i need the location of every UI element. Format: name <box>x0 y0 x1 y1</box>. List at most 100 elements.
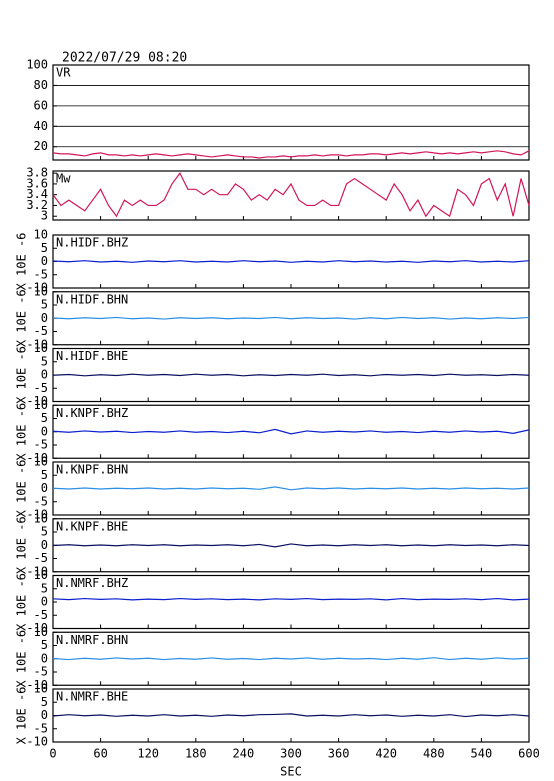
y-tick-label: -5 <box>34 608 48 622</box>
y-tick-label: 10 <box>34 682 48 696</box>
y-axis-label: X 10E -6 <box>15 233 29 291</box>
trace <box>52 657 530 661</box>
x-tick-label: 600 <box>518 747 540 761</box>
chart-title: 2022/07/29 08:20 <box>62 51 187 66</box>
y-axis-label: X 10E -6 <box>15 289 29 347</box>
x-axis-label: SEC <box>280 765 302 779</box>
trace <box>52 260 530 263</box>
y-tick-label: 5 <box>41 411 48 425</box>
y-tick-label: -10 <box>26 621 48 635</box>
y-tick-label: -10 <box>26 735 48 749</box>
x-tick-label: 60 <box>93 747 107 761</box>
trace <box>52 597 530 601</box>
y-tick-label: 0 <box>41 651 48 665</box>
y-tick-label: -5 <box>34 665 48 679</box>
y-tick-label: -10 <box>26 678 48 692</box>
y-tick-label: 10 <box>34 455 48 469</box>
y-tick-label: 0 <box>41 538 48 552</box>
x-tick-label: 540 <box>471 747 493 761</box>
panel-name: N.NMRF.BHE <box>56 690 128 704</box>
y-tick-label: -10 <box>26 281 48 295</box>
panel-name: N.KNPF.BHN <box>56 463 128 477</box>
y-tick-label: 5 <box>41 298 48 312</box>
y-tick-label: 5 <box>41 468 48 482</box>
y-tick-label: 5 <box>41 581 48 595</box>
y-tick-label: 10 <box>34 625 48 639</box>
panel-name: N.HIDF.BHN <box>56 292 128 306</box>
y-tick-label: 3 <box>41 209 48 223</box>
y-tick-label: 0 <box>41 424 48 438</box>
y-tick-label: -10 <box>26 508 48 522</box>
y-tick-label: 3.8 <box>26 166 48 180</box>
x-tick-label: 180 <box>185 747 207 761</box>
y-axis-label: X 10E -6 <box>15 403 29 461</box>
y-tick-label: 5 <box>41 638 48 652</box>
y-tick-label: -10 <box>26 451 48 465</box>
y-tick-label: 10 <box>34 284 48 298</box>
panel-frame <box>52 64 530 161</box>
y-tick-label: -5 <box>34 324 48 338</box>
y-tick-label: -5 <box>34 494 48 508</box>
y-tick-label: 20 <box>34 139 48 153</box>
panel-name: N.NMRF.BHZ <box>56 576 128 590</box>
y-tick-label: 0 <box>41 254 48 268</box>
y-tick-label: 10 <box>34 228 48 242</box>
trace <box>52 713 530 718</box>
y-tick-label: 5 <box>41 354 48 368</box>
x-tick-label: 120 <box>137 747 159 761</box>
x-tick-label: 420 <box>375 747 397 761</box>
y-tick-label: 10 <box>34 511 48 525</box>
panel-name: N.HIDF.BHE <box>56 349 128 363</box>
y-tick-label: 5 <box>41 525 48 539</box>
x-tick-label: 300 <box>280 747 302 761</box>
y-tick-label: 3.6 <box>26 176 48 190</box>
panel-name: Mw <box>56 172 71 186</box>
y-axis-label: X 10E -6 <box>15 346 29 404</box>
y-tick-label: -10 <box>26 337 48 351</box>
y-tick-label: -5 <box>34 267 48 281</box>
panel-name: N.HIDF.BHZ <box>56 236 128 250</box>
y-tick-label: 3.4 <box>26 187 48 201</box>
y-axis-label: X 10E -6 <box>15 516 29 574</box>
panel-frame <box>52 170 530 221</box>
trace <box>52 486 530 491</box>
y-tick-label: -5 <box>34 381 48 395</box>
y-tick-label: -10 <box>26 394 48 408</box>
y-tick-label: 100 <box>26 58 48 72</box>
x-tick-label: 240 <box>233 747 255 761</box>
panel-name: N.KNPF.BHZ <box>56 406 128 420</box>
y-tick-label: 0 <box>41 708 48 722</box>
y-tick-label: 5 <box>41 695 48 709</box>
y-tick-label: 10 <box>34 341 48 355</box>
trace <box>52 428 530 435</box>
panel-name: N.NMRF.BHN <box>56 633 128 647</box>
y-tick-label: 0 <box>41 368 48 382</box>
y-tick-label: 0 <box>41 595 48 609</box>
y-axis-label: X 10E -6 <box>15 460 29 518</box>
y-tick-label: 0 <box>41 311 48 325</box>
y-tick-label: 60 <box>34 98 48 112</box>
y-axis-label: X 10E -6 <box>15 687 29 745</box>
trace <box>52 373 530 377</box>
y-tick-label: 5 <box>41 241 48 255</box>
x-tick-label: 360 <box>328 747 350 761</box>
panel-name: N.KNPF.BHE <box>56 519 128 533</box>
trace <box>52 150 530 159</box>
x-tick-label: 480 <box>423 747 445 761</box>
y-tick-label: -5 <box>34 551 48 565</box>
y-tick-label: 0 <box>41 481 48 495</box>
y-axis-label: X 10E -6 <box>15 573 29 631</box>
trace <box>52 316 530 320</box>
y-axis-label: X 10E -6 <box>15 630 29 688</box>
panel-name: VR <box>56 66 71 80</box>
y-tick-label: 80 <box>34 78 48 92</box>
y-tick-label: 40 <box>34 119 48 133</box>
trace <box>52 543 530 548</box>
y-tick-label: -5 <box>34 438 48 452</box>
y-tick-label: -5 <box>34 721 48 735</box>
x-tick-label: 0 <box>49 747 56 761</box>
trace <box>52 171 530 218</box>
y-tick-label: 3.2 <box>26 198 48 212</box>
y-tick-label: 10 <box>34 568 48 582</box>
